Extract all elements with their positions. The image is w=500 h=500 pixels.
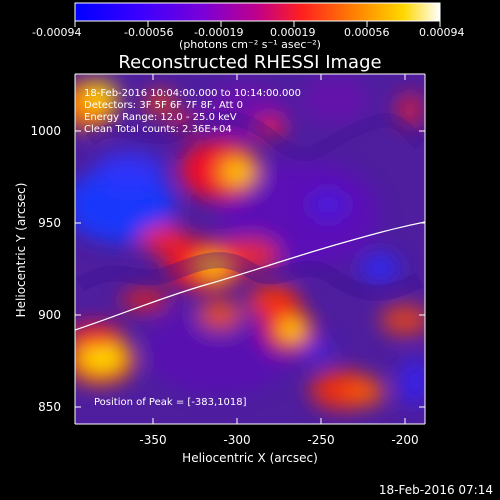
rhessi-image	[75, 74, 425, 424]
info-line-clean: Clean Total counts: 2.36E+04	[84, 124, 232, 135]
x-tick-label-1: -350	[139, 433, 166, 447]
y-tick-label-1: 1000	[30, 124, 61, 138]
info-line-time: 18-Feb-2016 10:04:00.000 to 10:14:00.000	[84, 88, 301, 99]
x-tick-label-2: -300	[223, 433, 250, 447]
image-info: 18-Feb-2016 10:04:00.000 to 10:14:00.000…	[84, 88, 301, 408]
colorbar-tick-5: 0.00056	[344, 26, 390, 39]
y-tick-label-2: 950	[38, 216, 61, 230]
colorbar-tick-3: -0.00019	[194, 26, 243, 39]
axes: -350 -300 -250 -200 1000 950 900 850 Hel…	[14, 73, 426, 465]
colorbar: -0.00094 -0.00056 -0.00019 0.00019 0.000…	[32, 2, 465, 51]
colorbar-tick-2: -0.00056	[124, 26, 173, 39]
colorbar-units: (photons cm⁻² s⁻¹ asec⁻²)	[179, 38, 321, 51]
info-line-detectors: Detectors: 3F 5F 6F 7F 8F, Att 0	[84, 100, 243, 111]
colorbar-tick-1: -0.00094	[32, 26, 81, 39]
solar-limb-line	[75, 221, 425, 331]
image-title: Reconstructed RHESSI Image	[118, 52, 381, 73]
colorbar-tick-4: 0.00019	[270, 26, 316, 39]
y-axis-label: Heliocentric Y (arcsec)	[14, 183, 28, 318]
bottom-timestamp: 18-Feb-2016 07:14	[379, 483, 493, 497]
x-tick-label-3: -250	[307, 433, 334, 447]
peak-position-label: Position of Peak = [-383,1018]	[94, 397, 247, 408]
y-tick-label-4: 850	[38, 400, 61, 414]
colorbar-bar	[74, 2, 441, 22]
y-tick-label-3: 900	[38, 308, 61, 322]
colorbar-tick-6: 0.00094	[419, 26, 465, 39]
x-tick-label-4: -200	[391, 433, 418, 447]
x-axis-label: Heliocentric X (arcsec)	[182, 451, 318, 465]
info-line-energy: Energy Range: 12.0 - 25.0 keV	[84, 112, 237, 123]
